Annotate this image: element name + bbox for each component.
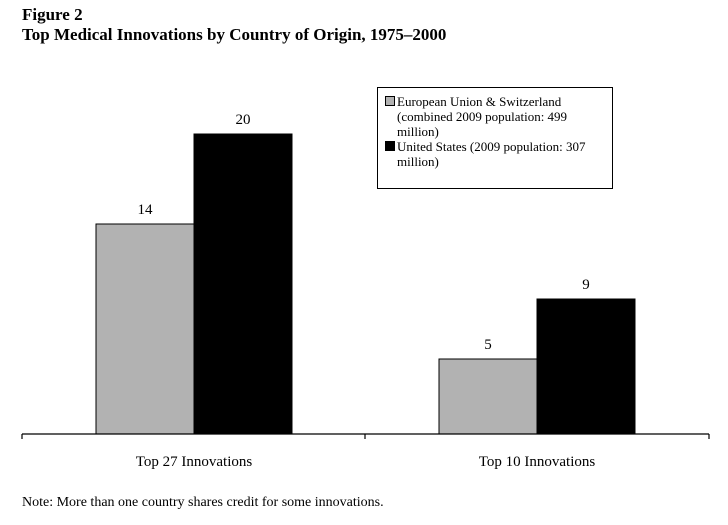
chart-title: Top Medical Innovations by Country of Or… — [22, 25, 447, 44]
bar-us-0 — [193, 133, 293, 435]
data-label-eu-0: 14 — [138, 202, 154, 218]
data-label-eu-1: 5 — [484, 337, 492, 353]
legend-label-us: United States (2009 population: 307 mill… — [397, 139, 586, 169]
x-tick-label-1: Top 10 Innovations — [479, 454, 596, 470]
bar-chart: 14 20 Top 27 Innovations 5 9 Top 10 Innovatio… — [21, 112, 710, 470]
legend-item-eu: European Union & Switzerland (combined 2… — [385, 94, 606, 139]
bar-eu-0 — [95, 223, 195, 435]
bar-us-1 — [536, 298, 636, 435]
legend: European Union & Switzerland (combined 2… — [377, 87, 613, 189]
legend-item-us: United States (2009 population: 307 mill… — [385, 139, 606, 169]
legend-label-eu: European Union & Switzerland (combined 2… — [397, 94, 568, 139]
figure-label: Figure 2 — [22, 5, 83, 24]
data-label-us-0: 20 — [236, 112, 251, 128]
x-tick-label-0: Top 27 Innovations — [136, 454, 253, 470]
bar-eu-1 — [438, 358, 538, 435]
legend-swatch-us — [385, 141, 395, 151]
footnote: Note: More than one country shares credi… — [22, 495, 384, 510]
legend-swatch-eu — [385, 96, 395, 106]
data-label-us-1: 9 — [582, 277, 590, 293]
